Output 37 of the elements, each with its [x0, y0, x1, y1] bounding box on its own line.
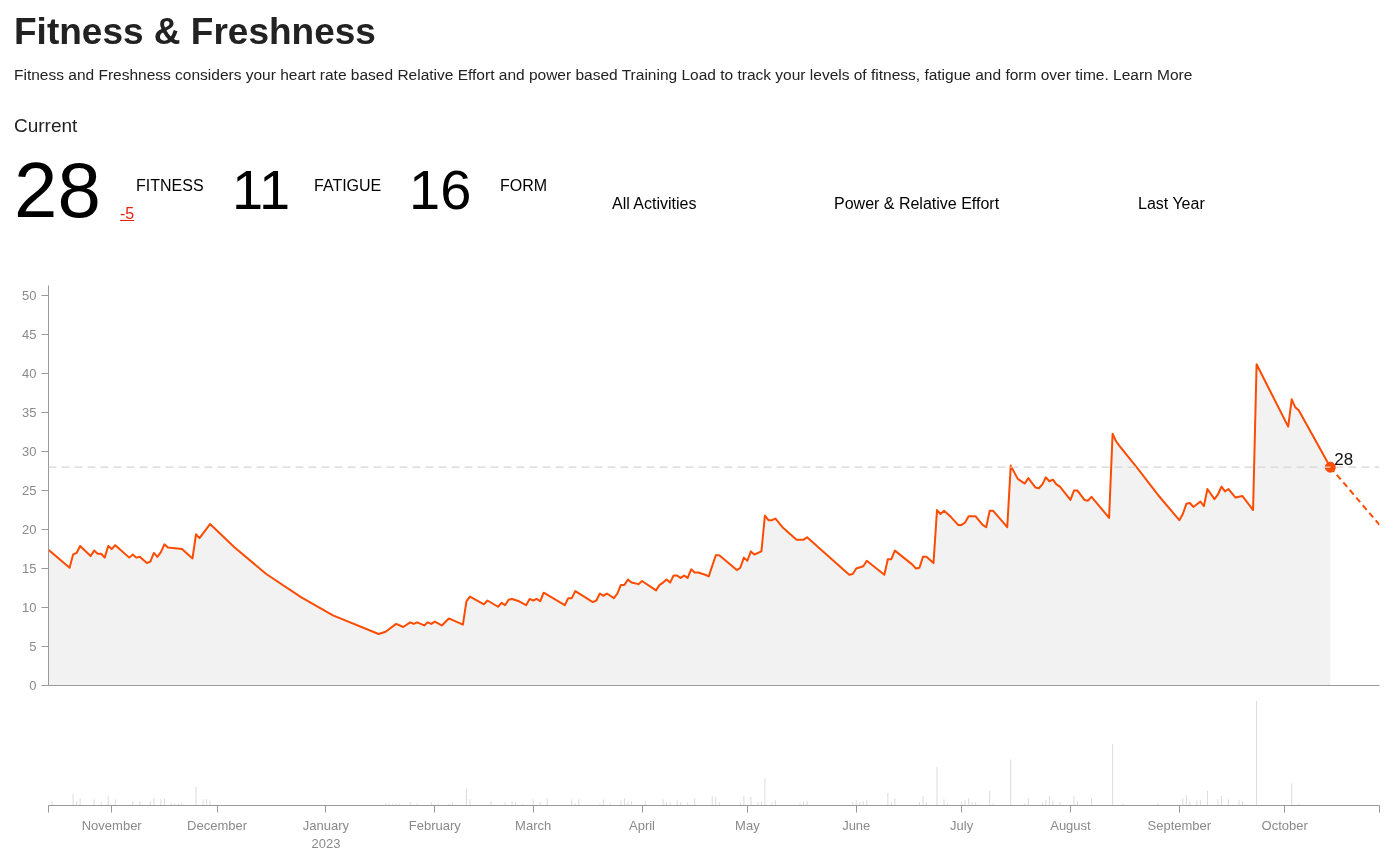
text: FORM — [500, 176, 548, 196]
y-tick-label: 35 — [22, 405, 37, 421]
x-tick-label: March — [515, 817, 552, 833]
text: Last Year — [1138, 194, 1205, 214]
text: -5 — [120, 204, 135, 224]
text: 11 — [232, 158, 291, 221]
y-tick-label: 50 — [22, 288, 37, 304]
x-tick-label: August — [1050, 817, 1092, 833]
x-tick-label: January 2023 — [302, 817, 350, 851]
y-tick-label: 5 — [29, 639, 37, 655]
y-tick-label: 25 — [22, 483, 37, 499]
x-tick-label: November — [81, 817, 143, 833]
y-tick-label: 45 — [22, 327, 37, 343]
x-tick-label: December — [187, 817, 248, 833]
x-tick-label: June — [842, 817, 871, 833]
y-tick-label: 15 — [22, 561, 37, 577]
x-tick-label: October — [1261, 817, 1309, 833]
text: Fitness and Freshness considers your heart rate based Relative Effort and power based Training Load to track your levels of fitness, fatigue and form over time. Learn More — [14, 65, 1193, 85]
x-tick-label: February — [408, 817, 462, 833]
y-tick-label: 40 — [22, 366, 37, 382]
text: FITNESS — [136, 176, 204, 196]
text: FATIGUE — [314, 176, 382, 196]
x-tick-label: May — [735, 817, 761, 833]
text: 16 — [409, 158, 472, 221]
y-tick-label: 30 — [22, 444, 37, 460]
y-tick-label: 20 — [22, 522, 37, 538]
y-tick-label: 0 — [29, 678, 37, 693]
text: 28 — [14, 146, 101, 234]
x-tick-label: April — [629, 817, 656, 833]
text: Fitness & Freshness — [14, 10, 376, 54]
text: Current — [14, 114, 78, 138]
x-tick-label: September — [1147, 817, 1212, 833]
text: Power & Relative Effort — [834, 194, 1000, 214]
text: All Activities — [612, 194, 697, 214]
y-tick-label: 10 — [22, 600, 37, 616]
annotation: 28 — [1334, 450, 1354, 470]
x-tick-label: July — [950, 817, 974, 833]
